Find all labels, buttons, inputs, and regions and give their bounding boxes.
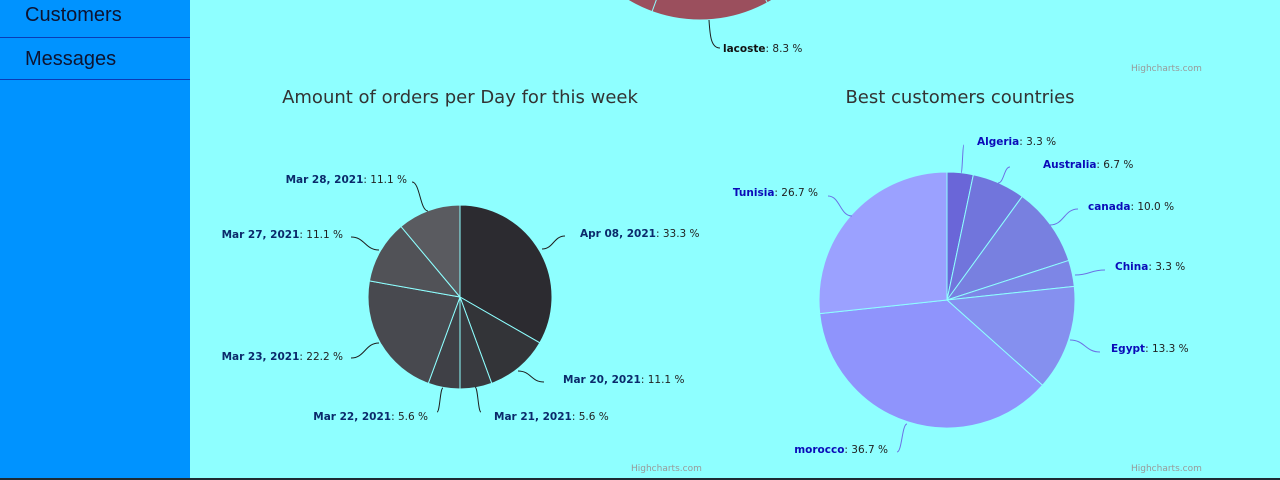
orders-label-mar-28-2021: Mar 28, 2021: 11.1 % xyxy=(286,174,407,186)
orders-slice-mar-28-2021[interactable] xyxy=(400,204,461,298)
countries-label-name: canada xyxy=(1088,201,1130,213)
countries-slice-tunisia[interactable] xyxy=(818,171,948,315)
brand-label-value: : 8.3 % xyxy=(766,43,803,55)
countries-label-china: China: 3.3 % xyxy=(1115,261,1185,273)
orders-label-value: : 33.3 % xyxy=(656,228,700,240)
countries-connector-morocco xyxy=(896,423,908,453)
orders-label-mar-22-2021: Mar 22, 2021: 5.6 % xyxy=(313,411,428,423)
orders-label-mar-20-2021: Mar 20, 2021: 11.1 % xyxy=(563,374,684,386)
countries-label-value: : 26.7 % xyxy=(774,187,818,199)
orders-label-apr-08-2021: Apr 08, 2021: 33.3 % xyxy=(580,228,700,240)
countries-connector-australia xyxy=(997,166,1011,184)
dashboard-content: lacoste: 8.3 % Amount of orders per Day … xyxy=(190,0,1280,480)
countries-label-name: Algeria xyxy=(977,136,1019,148)
countries-connector-egypt xyxy=(1069,339,1101,353)
sidebar-item-customers[interactable]: Customers xyxy=(0,0,190,38)
countries-label-tunisia: Tunisia: 26.7 % xyxy=(733,187,818,199)
sidebar-item-messages[interactable]: Messages xyxy=(0,38,190,80)
orders-connector-mar-22-2021 xyxy=(436,387,444,413)
orders-label-value: : 11.1 % xyxy=(299,229,343,241)
orders-label-name: Mar 21, 2021 xyxy=(494,411,572,423)
countries-connector-algeria xyxy=(960,144,965,174)
orders-slice-mar-23-2021[interactable] xyxy=(367,280,461,384)
bottom-divider xyxy=(0,478,1280,480)
countries-label-morocco: morocco: 36.7 % xyxy=(794,444,888,456)
orders-label-value: : 5.6 % xyxy=(391,411,428,423)
orders-label-name: Mar 27, 2021 xyxy=(222,229,300,241)
orders-slice-apr-08-2021[interactable] xyxy=(459,204,553,344)
countries-label-value: : 13.3 % xyxy=(1145,343,1189,355)
orders-connector-mar-28-2021 xyxy=(411,181,429,212)
orders-label-name: Mar 28, 2021 xyxy=(286,174,364,186)
orders-label-name: Mar 20, 2021 xyxy=(563,374,641,386)
orders-connector-mar-21-2021 xyxy=(474,386,482,413)
highcharts-credit-orders[interactable]: Highcharts.com xyxy=(631,464,702,474)
orders-label-name: Apr 08, 2021 xyxy=(580,228,656,240)
highcharts-credit-top[interactable]: Highcharts.com xyxy=(1131,64,1202,74)
countries-label-value: : 6.7 % xyxy=(1096,159,1133,171)
countries-label-australia: Australia: 6.7 % xyxy=(1043,159,1133,171)
countries-connector-tunisia xyxy=(827,195,853,217)
countries-connector-china xyxy=(1074,269,1106,276)
countries-slice-egypt[interactable] xyxy=(946,285,1076,386)
orders-pie-chart: Amount of orders per Day for this week Ap… xyxy=(222,87,700,423)
countries-chart-title: Best customers countries xyxy=(845,87,1074,108)
orders-label-value: : 5.6 % xyxy=(572,411,609,423)
orders-label-value: : 11.1 % xyxy=(363,174,407,186)
brand-label-name: lacoste xyxy=(723,43,766,55)
countries-label-canada: canada: 10.0 % xyxy=(1088,201,1174,213)
brand-pie-body[interactable] xyxy=(560,0,840,21)
orders-slice-mar-20-2021[interactable] xyxy=(459,296,541,384)
countries-slice-morocco[interactable] xyxy=(819,299,1043,429)
sidebar: Customers Messages xyxy=(0,0,190,480)
brand-label-lacoste: lacoste: 8.3 % xyxy=(723,43,802,55)
countries-label-name: China xyxy=(1115,261,1148,273)
orders-label-mar-21-2021: Mar 21, 2021: 5.6 % xyxy=(494,411,609,423)
highcharts-credit-countries[interactable]: Highcharts.com xyxy=(1131,464,1202,474)
orders-connector-mar-23-2021 xyxy=(350,342,380,359)
countries-label-name: Egypt xyxy=(1111,343,1145,355)
orders-slice-mar-27-2021[interactable] xyxy=(368,225,461,298)
orders-label-mar-27-2021: Mar 27, 2021: 11.1 % xyxy=(222,229,343,241)
countries-label-value: : 10.0 % xyxy=(1130,201,1174,213)
brand-label-connector xyxy=(708,19,721,49)
countries-connector-canada xyxy=(1049,208,1079,226)
orders-label-mar-23-2021: Mar 23, 2021: 22.2 % xyxy=(222,351,343,363)
orders-label-value: : 11.1 % xyxy=(641,374,685,386)
orders-connector-mar-20-2021 xyxy=(517,370,545,383)
orders-label-name: Mar 22, 2021 xyxy=(313,411,391,423)
countries-label-algeria: Algeria: 3.3 % xyxy=(977,136,1056,148)
orders-label-name: Mar 23, 2021 xyxy=(222,351,300,363)
countries-label-value: : 36.7 % xyxy=(844,444,888,456)
orders-label-value: : 22.2 % xyxy=(299,351,343,363)
orders-connector-apr-08-2021 xyxy=(541,235,566,250)
countries-label-egypt: Egypt: 13.3 % xyxy=(1111,343,1189,355)
countries-label-name: morocco xyxy=(794,444,844,456)
orders-chart-title: Amount of orders per Day for this week xyxy=(282,87,638,108)
countries-label-value: : 3.3 % xyxy=(1148,261,1185,273)
countries-label-name: Australia xyxy=(1043,159,1096,171)
orders-connector-mar-27-2021 xyxy=(350,236,380,251)
charts-canvas: lacoste: 8.3 % Amount of orders per Day … xyxy=(222,0,1189,456)
brand-pie-chart: lacoste: 8.3 % xyxy=(560,0,840,55)
countries-label-value: : 3.3 % xyxy=(1019,136,1056,148)
countries-label-name: Tunisia xyxy=(733,187,775,199)
